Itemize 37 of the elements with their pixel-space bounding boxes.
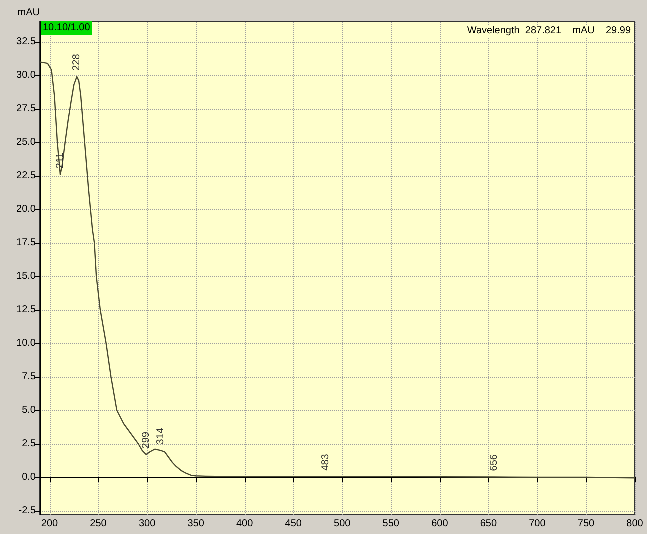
y-tick-label: 5.0 xyxy=(22,405,36,416)
y-tick-label: 32.5 xyxy=(16,36,36,48)
x-tick-label: 500 xyxy=(334,518,352,530)
x-tick-label: 350 xyxy=(188,518,205,530)
y-tick-label: 2.5 xyxy=(22,438,36,450)
y-tick-label: 22.5 xyxy=(16,170,36,182)
x-tick-label: 250 xyxy=(90,518,108,530)
y-tick-label: 0.0 xyxy=(22,472,36,483)
y-tick-label: -2.5 xyxy=(18,505,36,516)
x-tick-label: 750 xyxy=(578,518,596,530)
x-tick-label: 450 xyxy=(285,518,302,530)
y-tick-label: 12.5 xyxy=(16,304,36,316)
annotation: 10.10/1.00 xyxy=(43,22,91,34)
y-tick-label: 7.5 xyxy=(22,372,36,383)
y-tick-label: 27.5 xyxy=(16,104,36,115)
y-tick-label: 10.0 xyxy=(16,338,36,350)
y-tick-label: 25.0 xyxy=(16,137,36,148)
x-tick-label: 550 xyxy=(382,518,400,530)
x-tick-label: 200 xyxy=(41,518,59,530)
annotation: 314 xyxy=(155,428,166,445)
x-tick-label: 600 xyxy=(432,518,449,530)
annotation: 656 xyxy=(489,454,500,472)
annotation: 483 xyxy=(320,454,332,471)
annotation: Wavelength 287.821 mAU 29.99 xyxy=(467,26,632,36)
x-tick-label: 650 xyxy=(480,518,498,530)
x-tick-label: 300 xyxy=(138,518,156,530)
y-tick-label: 17.5 xyxy=(16,238,36,249)
annotation: 211 xyxy=(54,152,66,169)
annotation: 228 xyxy=(72,54,83,71)
x-tick-label: 700 xyxy=(529,518,546,530)
x-tick-label: 400 xyxy=(236,518,254,530)
y-axis-title: mAU xyxy=(18,8,40,18)
y-tick-label: 30.0 xyxy=(16,70,36,82)
y-tick-label: 15.0 xyxy=(16,271,36,282)
y-tick-label: 20.0 xyxy=(16,204,36,216)
annotation: 299 xyxy=(140,432,152,449)
x-tick-label: 800 xyxy=(626,518,644,530)
